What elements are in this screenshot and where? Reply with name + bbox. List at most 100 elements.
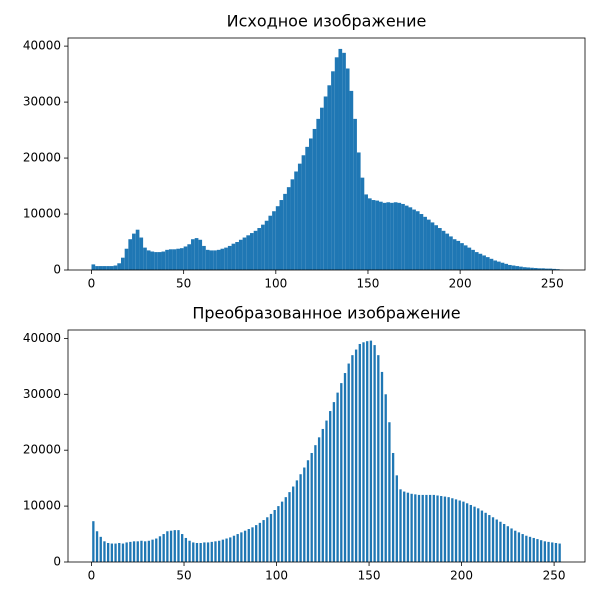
bar	[344, 373, 346, 562]
bar	[154, 252, 158, 270]
bar	[173, 249, 177, 270]
bar	[188, 541, 190, 562]
bar	[381, 372, 383, 562]
bar	[409, 207, 413, 270]
bar	[268, 216, 272, 270]
bar	[456, 241, 460, 270]
bar	[510, 528, 512, 562]
bar	[447, 497, 449, 562]
bar	[276, 206, 280, 270]
bar	[162, 252, 166, 270]
bar	[464, 245, 468, 270]
bar	[329, 411, 331, 562]
bar	[185, 538, 187, 562]
bar	[473, 507, 475, 562]
bar	[525, 536, 527, 562]
bar	[370, 341, 372, 562]
bar	[285, 497, 287, 562]
bar	[338, 49, 342, 270]
bar	[501, 263, 505, 270]
bar	[468, 248, 472, 270]
bar	[434, 225, 438, 270]
bar	[375, 201, 379, 270]
y-tick-label: 0	[53, 555, 61, 569]
bar	[471, 250, 475, 270]
bar	[166, 531, 168, 562]
bar	[533, 538, 535, 562]
bar	[95, 266, 99, 270]
bar	[540, 540, 542, 562]
bar	[497, 262, 501, 270]
bar	[307, 460, 309, 562]
bar	[151, 540, 153, 562]
bar	[198, 240, 202, 270]
bar	[298, 164, 302, 270]
bar	[302, 155, 306, 270]
bar	[125, 249, 129, 270]
bar	[523, 267, 527, 270]
bar	[139, 238, 143, 270]
bar	[144, 541, 146, 562]
bar	[176, 249, 180, 270]
x-tick-label: 50	[176, 569, 191, 583]
bar	[314, 445, 316, 562]
bar	[392, 453, 394, 562]
bar	[318, 437, 320, 562]
bar	[551, 542, 553, 562]
bar	[209, 250, 213, 270]
bar	[407, 493, 409, 562]
bar	[287, 187, 291, 270]
bar	[283, 194, 287, 270]
bar	[379, 202, 383, 270]
bar	[475, 252, 479, 270]
bar	[401, 204, 405, 270]
bar	[433, 495, 435, 562]
bar	[261, 225, 265, 270]
bar	[333, 402, 335, 562]
bar	[214, 541, 216, 562]
bar	[288, 492, 290, 562]
x-tick-label: 150	[357, 277, 380, 291]
bar	[479, 254, 483, 270]
bar	[192, 542, 194, 562]
bar	[202, 246, 206, 270]
bar	[259, 523, 261, 562]
bar	[327, 85, 331, 270]
x-tick-label: 100	[265, 569, 288, 583]
bar	[503, 524, 505, 562]
bar	[177, 530, 179, 562]
bar	[547, 542, 549, 562]
bar	[394, 202, 398, 270]
bar	[294, 171, 298, 270]
bar	[544, 541, 546, 562]
bar	[237, 534, 239, 562]
bar	[266, 517, 268, 562]
bar	[235, 242, 239, 270]
bar	[412, 210, 416, 270]
bar	[425, 495, 427, 562]
bar	[364, 194, 368, 270]
bar	[342, 53, 346, 270]
bar	[438, 228, 442, 270]
bar	[462, 502, 464, 562]
bar	[244, 531, 246, 562]
y-tick-label: 20000	[23, 151, 61, 165]
bar	[496, 520, 498, 562]
y-tick-label: 40000	[23, 331, 61, 345]
bar	[250, 233, 254, 270]
bar	[265, 221, 269, 270]
bar	[217, 250, 221, 270]
x-tick-label: 250	[543, 569, 566, 583]
bar	[296, 480, 298, 562]
bar	[111, 544, 113, 562]
bar	[137, 541, 139, 562]
bar	[493, 260, 497, 270]
bar	[355, 350, 357, 562]
bar	[233, 536, 235, 562]
y-tick-label: 40000	[23, 39, 61, 53]
bar	[340, 383, 342, 562]
bar	[373, 345, 375, 562]
bar	[239, 240, 243, 270]
bar	[129, 542, 131, 562]
bar	[445, 234, 449, 270]
